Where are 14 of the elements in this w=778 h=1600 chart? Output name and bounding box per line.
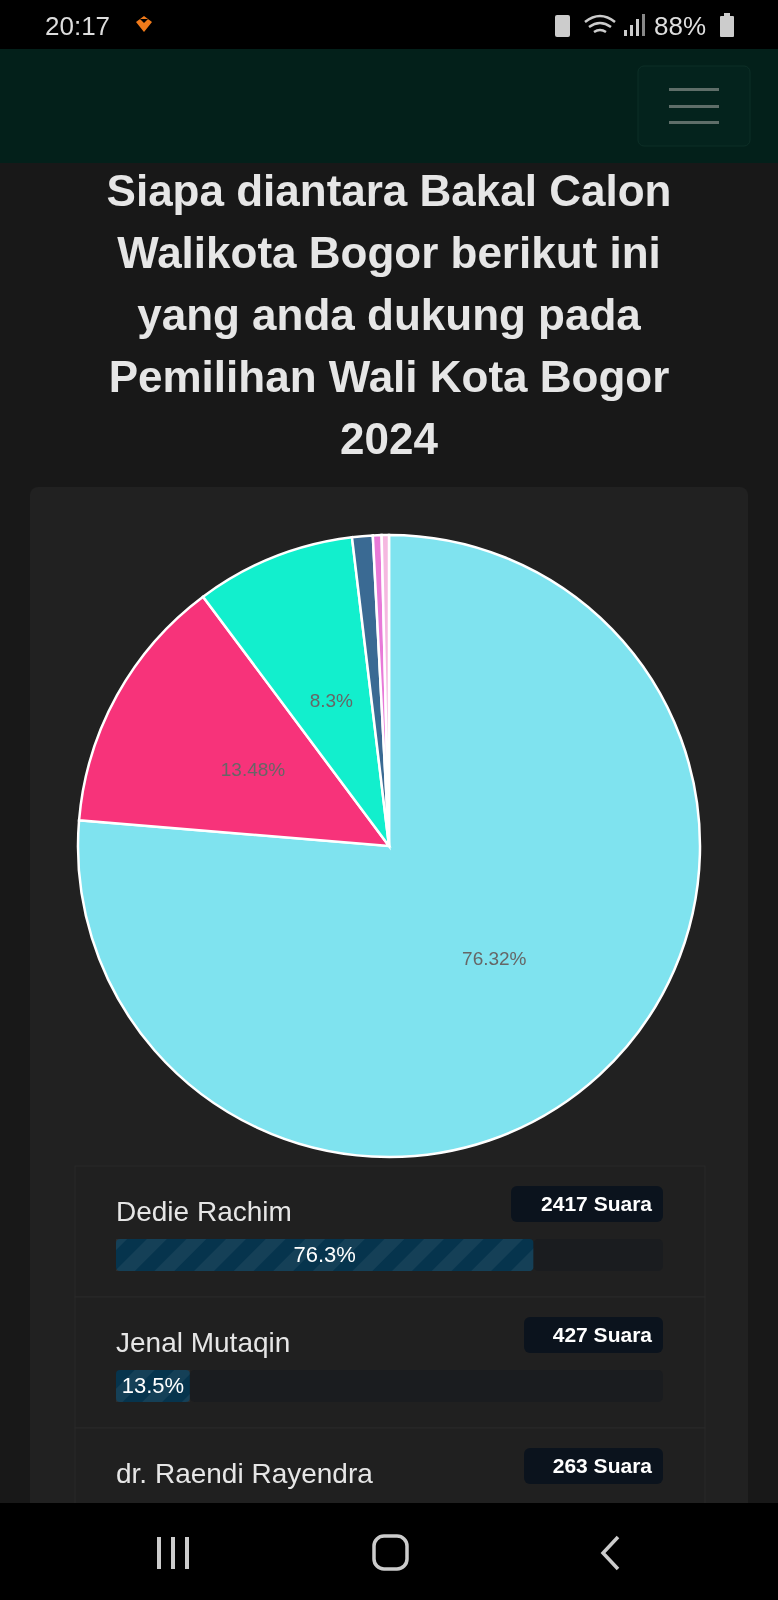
y-tick-label: Jenal Mutaqin: [116, 1327, 291, 1358]
data-label: 13.48%: [220, 758, 286, 780]
text: 20:17: [45, 11, 111, 41]
annotation: 263 Suara: [552, 1453, 653, 1477]
chart-title: Siapa diantara Bakal Calon Walikota Bogor berikut ini yang anda dukung pada Pemilihan Wali Kota Bogor 2024: [105, 165, 673, 465]
annotation: 2417 Suara: [541, 1191, 653, 1215]
y-tick-label: dr. Raendi Rayendra: [116, 1458, 374, 1489]
data-label: 76.32%: [462, 948, 527, 970]
text: 88%: [654, 11, 707, 41]
data-label: 76.3%: [293, 1241, 356, 1267]
data-label: 13.5%: [121, 1372, 185, 1398]
y-tick-label: Dedie Rachim: [116, 1196, 292, 1227]
annotation: 427 Suara: [552, 1322, 653, 1346]
data-label: 8.3%: [309, 689, 354, 711]
